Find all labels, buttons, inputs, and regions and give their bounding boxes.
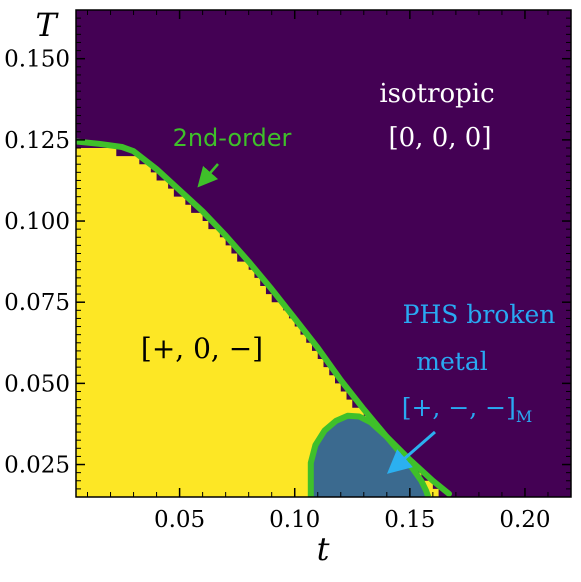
y-tick-label: 0.150: [4, 47, 70, 73]
y-tick-label: 0.050: [4, 371, 70, 397]
y-tick-label: 0.100: [4, 209, 70, 235]
ordered-phase-label: [+, 0, −]: [141, 332, 263, 365]
x-axis-label: t: [317, 530, 330, 568]
y-tick-label: 0.075: [4, 290, 70, 316]
phs-broken-region: [310, 415, 429, 497]
second-order-arrow: [197, 163, 219, 188]
phs-order-subscript: M: [516, 407, 532, 426]
isotropic-order-label: [0, 0, 0]: [389, 123, 492, 153]
y-tick-label: 0.125: [4, 128, 70, 154]
y-axis-label: T: [35, 6, 59, 44]
x-tick-label: 0.15: [384, 507, 435, 533]
phs-boundary-line: [307, 412, 432, 497]
axis-ticks: 0.05 0.10 0.15 0.20 0.025 0.050 0.075 0.100 0.12…: [4, 10, 571, 533]
phs-broken-label: PHS broken: [403, 300, 556, 329]
ordered-region: [76, 147, 451, 497]
x-tick-label: 0.20: [499, 507, 550, 533]
y-tick-label: 0.025: [4, 453, 70, 479]
phs-metal-label: metal: [416, 347, 487, 376]
phs-arrow: [386, 430, 436, 474]
phs-order-main: [+, −, −]: [402, 393, 516, 422]
ordered-fill: [76, 147, 451, 497]
plot-area: [76, 10, 571, 497]
second-order-label: 2nd-order: [173, 124, 292, 152]
isotropic-label: isotropic: [379, 79, 494, 109]
phs-order-label: [+, −, −]M: [402, 393, 533, 426]
x-tick-label: 0.05: [154, 507, 205, 533]
x-tick-label: 0.10: [269, 507, 320, 533]
